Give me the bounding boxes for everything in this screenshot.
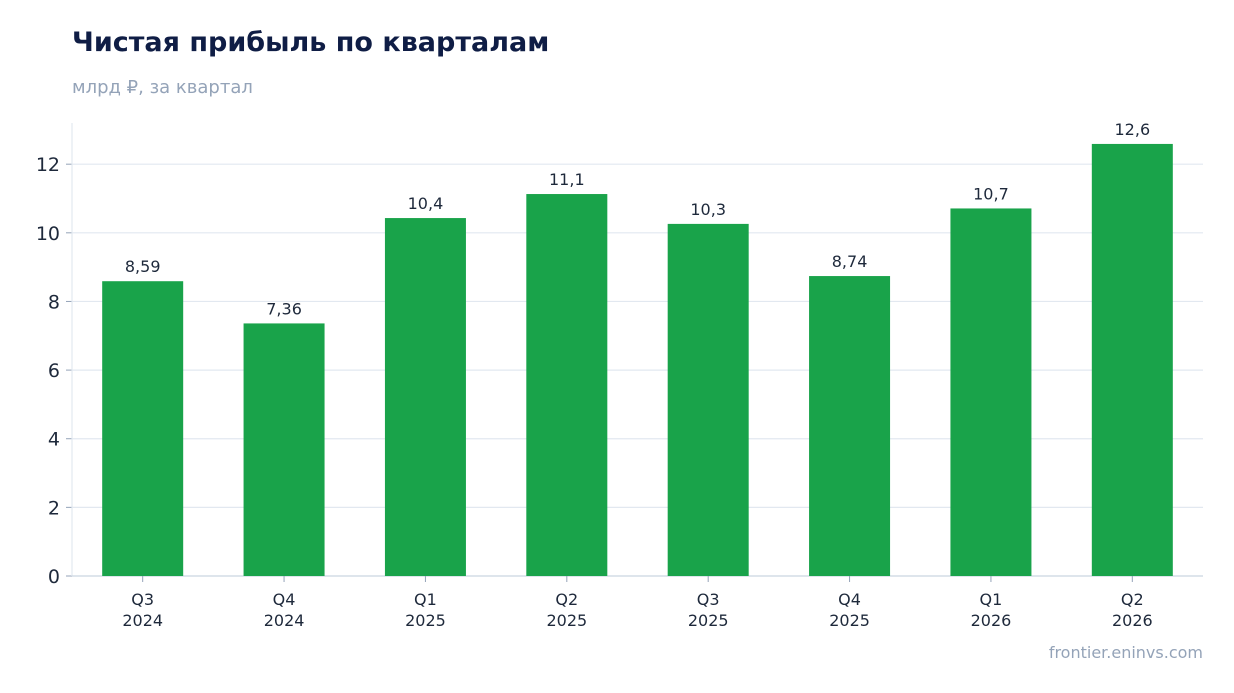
source-credit: frontier.eninvs.com	[1048, 643, 1203, 662]
bar-value-label: 7,36	[266, 299, 302, 318]
x-tick-label-quarter: Q2	[1121, 590, 1144, 609]
x-tick-label-quarter: Q4	[273, 590, 296, 609]
x-tick-label-quarter: Q4	[838, 590, 861, 609]
x-tick-label-year: 2025	[688, 611, 729, 630]
bar-value-label: 8,59	[125, 257, 161, 276]
x-tick-labels: Q3 2024 Q4 2024 Q1 2025 Q2 2025 Q3 2025 Q4 2025 Q1 20…	[122, 590, 1152, 630]
bar	[102, 281, 184, 576]
chart-subtitle: млрд ₽, за квартал	[72, 77, 253, 98]
x-tick-label-year: 2024	[122, 611, 163, 630]
grid-lines	[72, 163, 1203, 508]
x-tick-label-quarter: Q1	[414, 590, 437, 609]
y-tick-label: 10	[36, 223, 60, 245]
bar	[809, 276, 891, 576]
bars	[102, 143, 1173, 577]
x-tick-label-year: 2026	[1112, 611, 1153, 630]
bar-value-label: 11,1	[549, 170, 585, 189]
y-tick-label: 2	[48, 497, 60, 519]
bar-value-label: 10,3	[690, 200, 726, 219]
y-tick-labels: 0 2 4 6 8 10 12	[36, 154, 60, 588]
y-tick-label: 6	[48, 360, 60, 382]
x-tick-label-quarter: Q1	[980, 590, 1003, 609]
y-tick-label: 12	[36, 154, 60, 176]
x-tick-label-quarter: Q2	[555, 590, 578, 609]
bar	[950, 208, 1032, 576]
bar	[1091, 143, 1173, 577]
x-tick-label-year: 2024	[264, 611, 305, 630]
x-tick-label-year: 2025	[546, 611, 587, 630]
bar	[384, 218, 466, 576]
chart-title: Чистая прибыль по кварталам	[72, 27, 550, 58]
value-labels: 8,59 7,36 10,4 11,1 10,3 8,74 10,7 12,6	[125, 120, 1150, 318]
x-tick-label-quarter: Q3	[697, 590, 720, 609]
x-tick-label-year: 2026	[971, 611, 1012, 630]
bar-value-label: 10,7	[973, 184, 1009, 203]
y-tick-label: 0	[48, 566, 60, 588]
bar	[243, 323, 325, 576]
y-tick-label: 4	[48, 429, 60, 451]
x-tick-label-quarter: Q3	[131, 590, 154, 609]
bar	[667, 223, 749, 577]
bar-value-label: 8,74	[832, 252, 868, 271]
x-tick-label-year: 2025	[405, 611, 446, 630]
bar-value-label: 12,6	[1115, 120, 1151, 139]
axes	[66, 123, 1203, 582]
bar-value-label: 10,4	[408, 194, 444, 213]
x-tick-label-year: 2025	[829, 611, 870, 630]
y-tick-label: 8	[48, 291, 60, 313]
bar	[526, 194, 608, 576]
